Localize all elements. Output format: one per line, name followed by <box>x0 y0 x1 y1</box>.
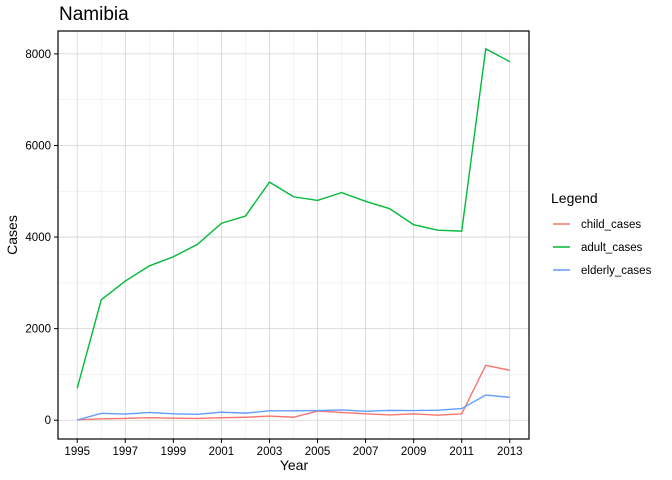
series-line-elderly-cases <box>77 394 510 421</box>
legend: Legend child_cases adult_cases elderly_cas… <box>551 190 652 277</box>
legend-label: elderly_cases <box>581 265 652 277</box>
x-axis-title: Year <box>280 457 309 473</box>
y-tick-label: 2000 <box>25 324 51 336</box>
legend-item-elderly-cases: elderly_cases <box>553 265 652 277</box>
series-line-adult-cases <box>76 47 511 389</box>
legend-items: child_cases adult_cases elderly_cases <box>553 219 652 277</box>
minor-gridlines <box>58 31 529 439</box>
legend-label: adult_cases <box>581 242 643 254</box>
x-tick-label: 1999 <box>161 446 187 458</box>
legend-item-child-cases: child_cases <box>553 219 641 231</box>
legend-item-adult-cases: adult_cases <box>553 242 643 254</box>
chart-title: Namibia <box>59 4 129 25</box>
x-tick-label: 2005 <box>305 446 331 458</box>
x-tick-label: 1997 <box>112 446 138 458</box>
legend-label: child_cases <box>581 219 641 231</box>
y-tick-label: 6000 <box>25 140 51 152</box>
y-tick-label: 8000 <box>25 49 51 61</box>
y-tick-label: 4000 <box>25 232 51 244</box>
x-axis: 1995 1997 1999 2001 2003 2005 2007 2009 2011 2013 <box>64 439 523 458</box>
major-gridlines <box>58 31 529 439</box>
x-tick-label: 2011 <box>449 446 474 458</box>
y-axis-title: Cases <box>4 215 20 255</box>
x-tick-label: 2013 <box>497 446 523 458</box>
plot-panel-border <box>57 30 530 440</box>
y-axis: 0 2000 4000 6000 8000 <box>25 49 58 427</box>
y-tick-label: 0 <box>45 415 51 427</box>
x-tick-label: 2009 <box>401 446 427 458</box>
legend-title: Legend <box>551 190 598 206</box>
series-lines <box>76 47 511 421</box>
x-tick-label: 2007 <box>353 446 379 458</box>
series-line-child-cases <box>77 364 510 421</box>
x-tick-label: 2001 <box>209 446 235 458</box>
x-tick-label: 2003 <box>257 446 283 458</box>
x-tick-label: 1995 <box>64 446 90 458</box>
